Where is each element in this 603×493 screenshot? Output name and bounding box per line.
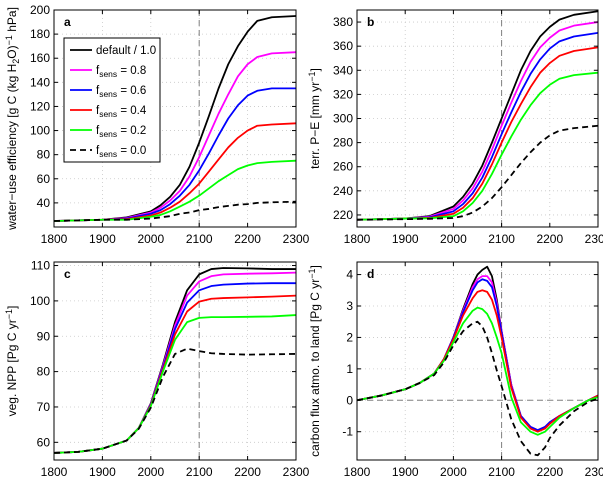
x-tick-label: 1900 bbox=[392, 465, 419, 479]
y-tick-label: 0 bbox=[346, 393, 353, 407]
y-tick-label: 160 bbox=[30, 51, 50, 65]
panel-label: a bbox=[64, 15, 71, 29]
y-tick-label: 100 bbox=[30, 124, 50, 138]
legend-entry-2: fsens = 0.6 bbox=[96, 85, 146, 99]
legend-entry-1: fsens = 0.8 bbox=[96, 65, 146, 79]
x-tick-label: 2300 bbox=[585, 465, 603, 479]
x-tick-label: 2100 bbox=[186, 465, 213, 479]
y-tick-label: 90 bbox=[37, 329, 51, 343]
x-tick-label: 2200 bbox=[536, 465, 563, 479]
panel-a: 1800 1900 2000 2100 2200 2300 40 60 80 100 120 140 1… bbox=[4, 3, 310, 246]
panel-d: 1800 1900 2000 2100 2200 2300 -1 0 1 2 3 4d carbon f… bbox=[307, 261, 603, 479]
series-line-4 bbox=[356, 71, 599, 221]
legend-entry-4: fsens = 0.2 bbox=[96, 125, 146, 139]
y-tick-label: 300 bbox=[333, 112, 353, 126]
y-tick-label: 80 bbox=[37, 365, 51, 379]
x-tick-label: 2100 bbox=[488, 465, 515, 479]
series-line-5 bbox=[356, 320, 599, 457]
y-tick-label: 3 bbox=[346, 299, 353, 313]
x-tick-label: 1800 bbox=[344, 232, 371, 246]
x-tick-label: 1900 bbox=[89, 232, 116, 246]
panel-label: c bbox=[64, 267, 71, 281]
y-tick-label: 280 bbox=[333, 136, 353, 150]
series-line-4 bbox=[356, 306, 599, 436]
x-tick-label: 2100 bbox=[488, 232, 515, 246]
y-tick-label: 100 bbox=[30, 294, 50, 308]
y-tick-label: 110 bbox=[31, 259, 50, 273]
y-tick-label: -1 bbox=[342, 425, 353, 439]
x-tick-label: 2200 bbox=[234, 232, 261, 246]
series-line-4 bbox=[53, 314, 297, 454]
axes-frame bbox=[356, 261, 599, 461]
panel-label: b bbox=[367, 15, 374, 29]
y-tick-label: 320 bbox=[333, 87, 353, 101]
y-tick-label: 240 bbox=[333, 184, 353, 198]
x-tick-label: 2100 bbox=[186, 232, 213, 246]
y-tick-label: 120 bbox=[30, 99, 50, 113]
y-axis-label: carbon flux atmo. to land [Pg C yr−1] bbox=[307, 265, 322, 457]
x-tick-label: 2300 bbox=[585, 232, 603, 246]
x-tick-label: 2000 bbox=[440, 465, 467, 479]
plot-area bbox=[357, 262, 598, 460]
x-tick-label: 1800 bbox=[344, 465, 371, 479]
panel-c: 1800 1900 2000 2100 2200 2300 60 70 80 90 100 110 c v… bbox=[4, 259, 310, 479]
panel-b: 1800 1900 2000 2100 2200 2300 220 240 260 280 300 3… bbox=[307, 9, 603, 246]
x-tick-label: 2000 bbox=[137, 232, 164, 246]
legend-entry-0: default / 1.0 bbox=[96, 45, 156, 57]
y-tick-label: 220 bbox=[333, 208, 353, 222]
x-tick-label: 2000 bbox=[137, 465, 164, 479]
y-tick-label: 4 bbox=[346, 268, 353, 282]
y-tick-label: 60 bbox=[37, 435, 51, 449]
y-tick-label: 1 bbox=[346, 362, 353, 376]
plot-area bbox=[54, 262, 296, 460]
y-tick-label: 70 bbox=[37, 400, 51, 414]
axes-frame bbox=[53, 261, 297, 461]
y-tick-label: 360 bbox=[333, 39, 353, 53]
x-tick-label: 1800 bbox=[41, 465, 68, 479]
y-tick-label: 60 bbox=[37, 172, 51, 186]
x-tick-label: 2200 bbox=[234, 465, 261, 479]
legend-box bbox=[63, 37, 161, 163]
series-line-4 bbox=[53, 159, 297, 222]
legend-entry-5: fsens = 0.0 bbox=[96, 145, 146, 159]
x-tick-label: 2300 bbox=[283, 465, 310, 479]
legend: default / 1.0 fsens = 0.8 fsens = 0.6 fsens… bbox=[63, 37, 161, 163]
x-tick-label: 1800 bbox=[41, 232, 68, 246]
y-tick-label: 380 bbox=[333, 15, 353, 29]
y-axis-label: veg. NPP [Pg C yr−1] bbox=[4, 306, 19, 417]
x-tick-label: 2000 bbox=[440, 232, 467, 246]
y-tick-label: 260 bbox=[333, 160, 353, 174]
y-tick-label: 200 bbox=[30, 3, 50, 17]
legend-entry-3: fsens = 0.4 bbox=[96, 105, 147, 119]
y-tick-label: 340 bbox=[333, 63, 353, 77]
y-axis-label: water−use efficiency [g C (kg H2O)−1 hPa… bbox=[4, 7, 21, 231]
y-axis-label: terr. P−E [mm yr−1] bbox=[307, 68, 322, 169]
axes-frame bbox=[53, 9, 297, 228]
y-tick-label: 80 bbox=[37, 148, 51, 162]
panel-label: d bbox=[367, 267, 374, 281]
series-line-5 bbox=[53, 347, 297, 454]
x-tick-label: 1900 bbox=[89, 465, 116, 479]
x-tick-label: 1900 bbox=[392, 232, 419, 246]
x-tick-label: 2300 bbox=[283, 232, 310, 246]
y-tick-label: 140 bbox=[30, 75, 50, 89]
y-tick-label: 180 bbox=[30, 27, 50, 41]
y-tick-label: 2 bbox=[346, 330, 353, 344]
series-line-5 bbox=[53, 200, 297, 222]
x-tick-label: 2200 bbox=[536, 232, 563, 246]
y-tick-label: 40 bbox=[37, 196, 51, 210]
